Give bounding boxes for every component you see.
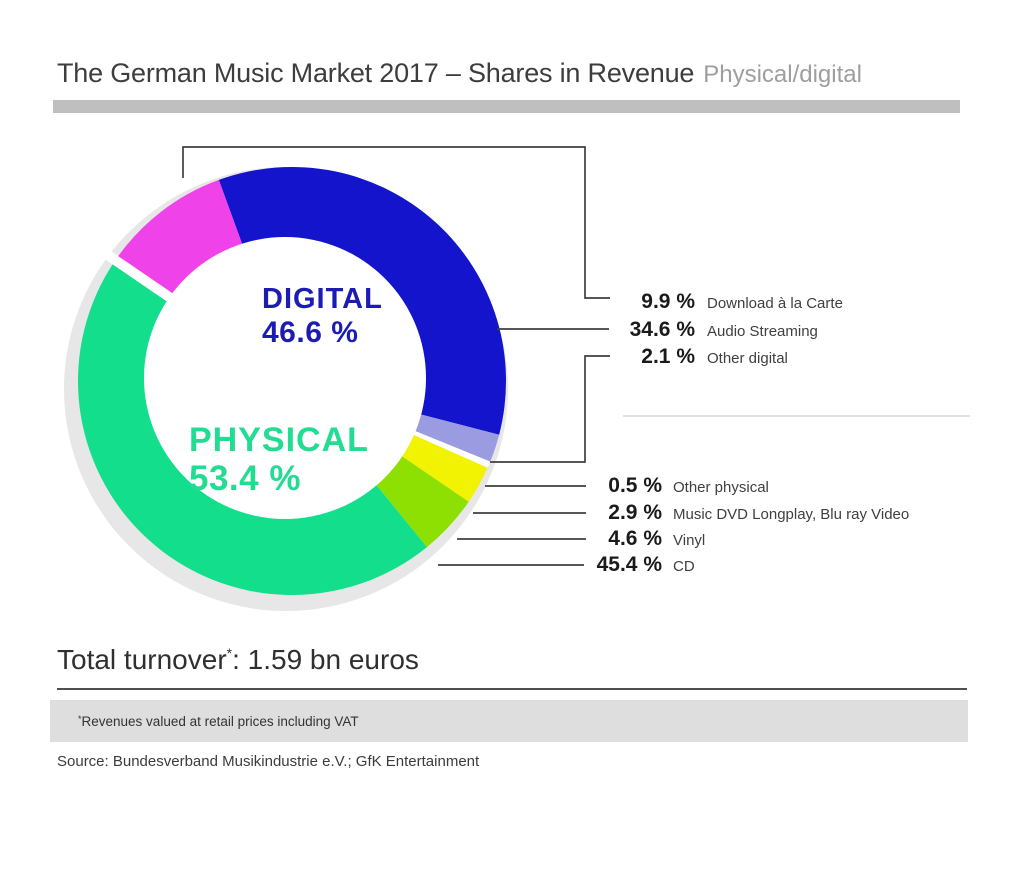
page-title: The German Music Market 2017 – Shares in… xyxy=(57,58,695,88)
leader-lines xyxy=(182,146,610,566)
callout-audio-streaming: 34.6 % Audio Streaming xyxy=(545,317,818,345)
callout-other-physical: 0.5 % Other physical xyxy=(512,473,769,501)
callout-vinyl: 4.6 % Vinyl xyxy=(512,526,705,554)
callout-other-digital: 2.1 % Other digital xyxy=(545,344,788,372)
footnote-body: Revenues valued at retail prices includi… xyxy=(81,713,359,729)
callout-download-a-la-carte: 9.9 % Download à la Carte xyxy=(545,289,843,317)
callout-label: Download à la Carte xyxy=(707,295,843,312)
leader-download-a-la-carte xyxy=(182,146,610,299)
physical-name: PHYSICAL xyxy=(189,421,369,459)
total-rule-line xyxy=(57,688,967,690)
footnote-text: *Revenues valued at retail prices includ… xyxy=(78,714,359,729)
callout-value: 9.9 % xyxy=(641,290,695,313)
callout-value: 4.6 % xyxy=(608,527,662,550)
total-value: : 1.59 bn euros xyxy=(232,644,419,675)
donut-hole xyxy=(144,237,426,519)
title-underline-bar xyxy=(53,100,960,113)
header: The German Music Market 2017 – Shares in… xyxy=(57,58,862,89)
digital-percentage: 46.6 % xyxy=(262,316,359,349)
callout-label: Other digital xyxy=(707,350,788,367)
leader-other-digital xyxy=(490,355,610,463)
callout-label: CD xyxy=(673,558,695,575)
footnote-bar: *Revenues valued at retail prices includ… xyxy=(50,700,968,742)
digital-name: DIGITAL xyxy=(262,283,383,315)
callout-label: Other physical xyxy=(673,479,769,496)
total-turnover: Total turnover*: 1.59 bn euros xyxy=(57,644,419,676)
callout-value: 45.4 % xyxy=(596,553,662,576)
callout-value: 2.1 % xyxy=(641,345,695,368)
physical-group-label: PHYSICAL 53.4 % xyxy=(189,423,369,496)
callout-value: 0.5 % xyxy=(608,474,662,497)
callout-label: Vinyl xyxy=(673,532,706,549)
callout-label: Music DVD Longplay, Blu ray Video xyxy=(673,506,910,523)
digital-group-label: DIGITAL 46.6 % xyxy=(262,285,383,348)
callout-value: 2.9 % xyxy=(608,501,662,524)
total-label: Total turnover xyxy=(57,644,227,675)
footnote-asterisk: * xyxy=(226,645,233,661)
page-subtitle: Physical/digital xyxy=(703,61,862,88)
callout-value: 34.6 % xyxy=(629,318,695,341)
callout-cd: 45.4 % CD xyxy=(512,552,695,580)
source-line: Source: Bundesverband Musikindustrie e.V… xyxy=(57,753,480,770)
footnote-asterisk: * xyxy=(78,713,82,724)
callout-music-dvd: 2.9 % Music DVD Longplay, Blu ray Video xyxy=(512,500,909,528)
physical-percentage: 53.4 % xyxy=(189,459,301,498)
callout-label: Audio Streaming xyxy=(707,323,818,340)
